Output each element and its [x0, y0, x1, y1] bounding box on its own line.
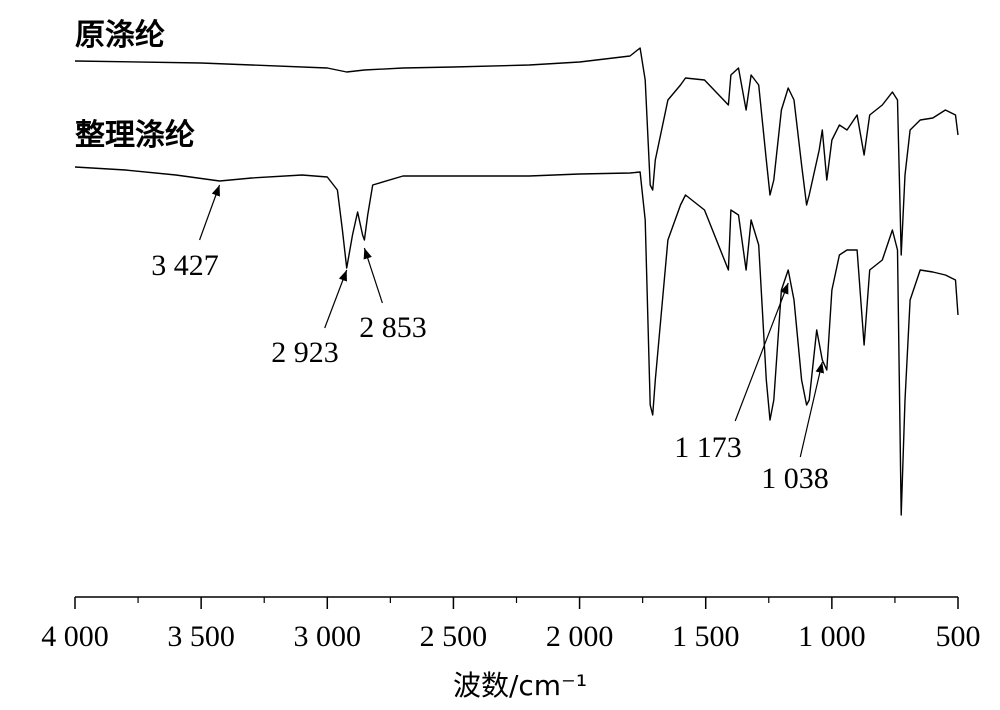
spectrum-line [74, 47, 959, 256]
spectrum-line [74, 166, 959, 516]
x-tick-label: 4 000 [41, 620, 109, 653]
annotation-label: 1 038 [761, 462, 829, 495]
x-tick-label: 3 500 [167, 620, 235, 653]
x-tick-label: 3 000 [294, 620, 362, 653]
annotation-arrow [734, 282, 789, 422]
annotation-arrow [198, 184, 221, 241]
annotation-arrow [363, 247, 383, 304]
x-tick-label: 1 500 [672, 620, 740, 653]
annotation-label: 3 427 [151, 249, 219, 282]
annotation-arrow [324, 269, 348, 329]
series-label: 整理涤纶 [75, 118, 195, 153]
x-tick-label: 1 000 [798, 620, 866, 653]
annotation-label: 2 923 [271, 336, 339, 369]
series-label: 原涤纶 [75, 18, 165, 53]
x-tick-label: 2 500 [420, 620, 488, 653]
annotation-label: 2 853 [359, 311, 427, 344]
x-tick-label: 2 000 [546, 620, 614, 653]
annotation-arrow [799, 361, 825, 458]
x-axis-label: 波数/cm⁻¹ [453, 669, 587, 702]
annotation-label: 1 173 [674, 431, 742, 464]
x-tick-label: 500 [936, 620, 981, 653]
